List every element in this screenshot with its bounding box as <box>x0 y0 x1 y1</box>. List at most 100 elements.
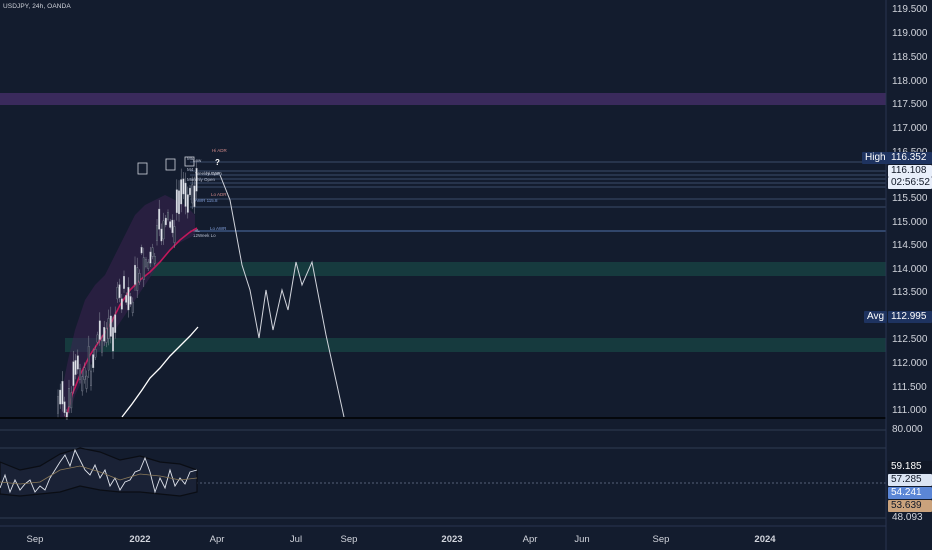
candle-body <box>149 251 152 264</box>
candle-body <box>178 190 180 215</box>
candle-body <box>184 182 187 207</box>
candle-body <box>195 168 198 192</box>
time-axis-label: Sep <box>26 534 44 545</box>
avg-tag-value: 112.995 <box>888 311 932 323</box>
level-label-hi-adr: Hi ADR <box>212 148 228 153</box>
candle-body <box>125 295 128 303</box>
price-axis-label: 118.000 <box>892 76 928 87</box>
candle-body <box>131 301 134 313</box>
level-label-m5: M5 <box>187 156 194 161</box>
indicator-tag-4: 53.639 <box>888 500 932 512</box>
price-axis-label: 114.000 <box>892 264 928 275</box>
price-axis-label: 113.500 <box>892 287 928 298</box>
candle-body <box>160 228 163 242</box>
level-label-monthly-open: Monthly Open <box>187 177 216 182</box>
avg-tag-label: Avg <box>864 311 888 323</box>
level-label-awr: AWR 115.8 <box>195 198 218 203</box>
price-axis-label: 111.500 <box>892 382 927 393</box>
candle-body <box>173 226 176 243</box>
indicator-band <box>0 447 198 497</box>
level-label-lo-awr: Lo AWR <box>210 226 227 231</box>
candle-body <box>109 315 112 337</box>
candle-body <box>76 355 79 370</box>
candle-body <box>162 220 165 240</box>
candle-body <box>186 194 189 213</box>
price-axis-label: 115.500 <box>892 193 928 204</box>
candle-body <box>147 261 150 269</box>
candle-body <box>116 286 119 300</box>
indicator-signal <box>0 465 198 485</box>
candle-body <box>123 275 125 289</box>
candle-body <box>96 334 99 343</box>
indicator-axis-top: 80.000 <box>892 424 923 435</box>
candle-body <box>138 273 141 283</box>
level-label-wl: WL <box>193 228 200 233</box>
level-labels: Hi ADR M5 Low M4 Weekly Open Monthly Ope… <box>187 148 228 238</box>
candle-body <box>85 375 88 389</box>
candle-body <box>153 256 156 264</box>
time-axis-label: 2022 <box>129 534 151 545</box>
candle-body <box>101 340 103 353</box>
candle-body <box>189 187 191 196</box>
indicator-axis-bottom: 48.093 <box>892 512 923 523</box>
candle-body <box>63 401 66 413</box>
candle-body <box>127 287 130 311</box>
candle-body <box>151 247 154 257</box>
candle-body <box>158 208 161 230</box>
moving-average-line <box>65 227 198 419</box>
candle-body <box>114 314 117 333</box>
candle-body <box>167 212 169 220</box>
question-mark-annotation: ? <box>215 158 220 167</box>
candle-body <box>145 259 147 267</box>
time-axis-label: Sep <box>340 534 358 545</box>
time-axis-label: Jul <box>289 534 303 545</box>
candle-body <box>193 185 196 207</box>
support-zone-lower <box>65 338 886 352</box>
candle-body <box>129 296 132 305</box>
level-label-low: Low <box>193 158 202 163</box>
candle-body <box>68 388 70 408</box>
price-axis-label: 118.500 <box>892 52 928 63</box>
price-axis-label: 119.500 <box>892 4 928 15</box>
candle-body <box>142 257 145 280</box>
candle-body <box>70 392 73 409</box>
candle-body <box>140 247 143 254</box>
level-lines <box>190 161 886 208</box>
candle-body <box>61 381 64 405</box>
price-scale[interactable]: 119.500 119.000 118.500 118.000 117.500 117.0… <box>886 0 932 550</box>
marker-box-3 <box>184 156 195 167</box>
long-moving-average <box>121 326 199 418</box>
price-axis-label: 111.000 <box>892 405 927 416</box>
symbol-title: USDJPY, 24h, OANDA <box>3 3 71 10</box>
price-axis-label: 117.000 <box>892 123 928 134</box>
candle-body <box>94 349 97 358</box>
high-tag-value: 116.352 <box>888 152 932 164</box>
time-axis-label: 2024 <box>754 534 776 545</box>
candle-body <box>98 320 101 340</box>
candle-body <box>103 327 106 342</box>
candle-body <box>65 412 68 420</box>
resistance-zone <box>0 93 886 105</box>
price-axis-label: 117.500 <box>892 99 928 110</box>
candle-body <box>164 217 167 226</box>
indicator-tag-1: 59.185 <box>888 461 932 473</box>
candle-body <box>81 376 84 392</box>
candle-body <box>120 298 123 310</box>
candle-body <box>182 178 185 195</box>
candle-body <box>134 264 136 285</box>
candle-body <box>59 389 62 405</box>
candle-body <box>180 179 183 205</box>
support-zone-upper <box>150 262 886 276</box>
candle-body <box>57 396 59 414</box>
time-axis-label: Jun <box>574 534 590 545</box>
time-axis-label: Apr <box>209 534 225 545</box>
price-axis-label: 115.000 <box>892 217 928 228</box>
candle-body <box>92 354 95 369</box>
candle-body <box>156 225 158 241</box>
last-price-tag: 116.108 <box>888 165 932 177</box>
candle-body <box>105 328 108 343</box>
marker-box-2 <box>165 158 176 171</box>
marker-box-1 <box>137 162 148 175</box>
